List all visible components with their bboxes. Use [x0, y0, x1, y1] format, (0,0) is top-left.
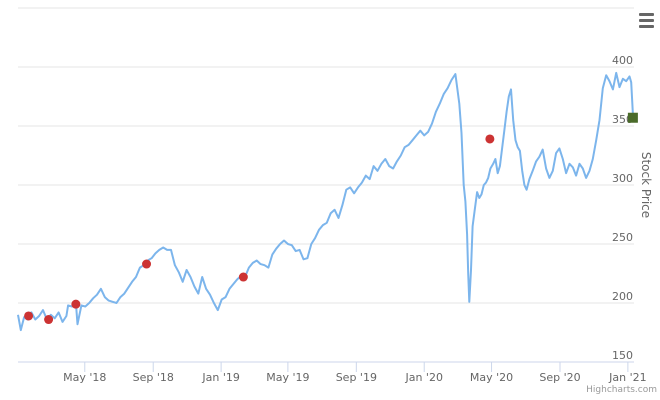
- y-tick-label: 300: [612, 172, 633, 185]
- x-tick-label: Jan '21: [608, 371, 646, 384]
- x-tick-label: May '19: [266, 371, 309, 384]
- y-tick-label: 200: [612, 290, 633, 303]
- x-tick-label: Jan '19: [201, 371, 239, 384]
- x-tick-label: Sep '20: [539, 371, 580, 384]
- y-tick-label: 150: [612, 349, 633, 362]
- y-tick-label: 400: [612, 54, 633, 67]
- y-axis-title: Stock Price: [639, 152, 653, 218]
- marker-dot[interactable]: [485, 134, 495, 144]
- x-axis: May '18 Sep '18 Jan '19 May '19 Sep '19 Jan '…: [63, 362, 647, 384]
- x-tick-label: Jan '20: [404, 371, 442, 384]
- marker-square[interactable]: [627, 112, 638, 123]
- y-grid: [18, 7, 634, 304]
- marker-dot[interactable]: [142, 259, 152, 269]
- x-tick-label: Sep '18: [133, 371, 174, 384]
- hamburger-menu-icon[interactable]: [634, 9, 658, 31]
- price-series-line: [17, 71, 634, 332]
- y-tick-label: 350: [612, 113, 633, 126]
- x-tick-label: May '20: [470, 371, 513, 384]
- marker-dot[interactable]: [24, 311, 34, 321]
- credits-link[interactable]: Highcharts.com: [586, 385, 657, 395]
- marker-dot[interactable]: [238, 272, 248, 282]
- x-tick-label: Sep '19: [336, 371, 377, 384]
- marker-dot[interactable]: [44, 315, 54, 325]
- signal-markers: [24, 112, 638, 325]
- x-tick-label: May '18: [63, 371, 106, 384]
- marker-dot[interactable]: [71, 299, 81, 309]
- y-tick-label: 250: [612, 231, 633, 244]
- y-axis: 150 200 250 300 350 400: [612, 54, 633, 362]
